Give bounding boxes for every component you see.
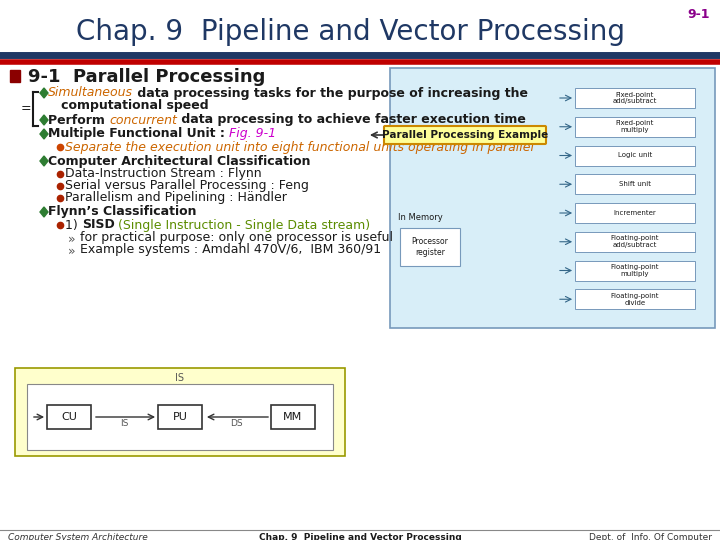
Text: 9-1: 9-1 [688, 8, 710, 21]
Text: Logic unit: Logic unit [618, 152, 652, 159]
Bar [10, 70, 20, 82]
Polygon shape [40, 129, 48, 139]
FancyBboxPatch shape [384, 126, 546, 144]
Text: Flynn’s Classification: Flynn’s Classification [48, 206, 197, 219]
FancyBboxPatch shape [400, 228, 460, 266]
Text: Fixed-point
multiply: Fixed-point multiply [616, 120, 654, 133]
FancyBboxPatch shape [27, 384, 333, 450]
Text: Example systems : Amdahl 470V/6,  IBM 360/91: Example systems : Amdahl 470V/6, IBM 360… [80, 244, 381, 256]
FancyBboxPatch shape [575, 117, 695, 137]
Text: Floating-point
divide: Floating-point divide [611, 293, 660, 306]
Text: IS: IS [120, 418, 129, 428]
Text: Chap. 9  Pipeline and Vector Processing: Chap. 9 Pipeline and Vector Processing [76, 18, 624, 46]
Text: In Memory: In Memory [398, 213, 443, 222]
Text: (Single Instruction - Single Data stream): (Single Instruction - Single Data stream… [114, 219, 371, 232]
Text: Fixed-point
add/subtract: Fixed-point add/subtract [613, 91, 657, 105]
Polygon shape [40, 207, 48, 217]
Text: 9-1  Parallel Processing: 9-1 Parallel Processing [28, 68, 266, 86]
FancyBboxPatch shape [575, 289, 695, 309]
Text: Serial versus Parallel Processing : Feng: Serial versus Parallel Processing : Feng [65, 179, 309, 192]
Text: data processing to achieve faster execution time: data processing to achieve faster execut… [177, 113, 526, 126]
Text: Chap. 9  Pipeline and Vector Processing: Chap. 9 Pipeline and Vector Processing [258, 534, 462, 540]
FancyBboxPatch shape [575, 203, 695, 223]
Text: Computer Architectural Classification: Computer Architectural Classification [48, 154, 310, 167]
Text: Fig. 9-1: Fig. 9-1 [229, 127, 276, 140]
Text: CU: CU [61, 412, 77, 422]
FancyBboxPatch shape [47, 405, 91, 429]
Text: MM: MM [284, 412, 302, 422]
Text: Perform: Perform [48, 113, 109, 126]
Polygon shape [40, 115, 48, 125]
FancyBboxPatch shape [271, 405, 315, 429]
Text: DS: DS [230, 418, 243, 428]
Text: Multiple Functional Unit :: Multiple Functional Unit : [48, 127, 229, 140]
Text: Parallelism and Pipelining : Händler: Parallelism and Pipelining : Händler [65, 192, 287, 205]
Text: Separate the execution unit into eight functional units operating in parallel: Separate the execution unit into eight f… [65, 140, 534, 153]
Text: Computer System Architecture: Computer System Architecture [8, 534, 148, 540]
Polygon shape [40, 156, 48, 166]
FancyBboxPatch shape [575, 88, 695, 108]
Text: Dept. of  Info. Of Computer: Dept. of Info. Of Computer [589, 534, 712, 540]
Text: IS: IS [176, 373, 184, 383]
Polygon shape [40, 88, 48, 98]
FancyBboxPatch shape [575, 232, 695, 252]
Text: Shift unit: Shift unit [619, 181, 651, 187]
FancyBboxPatch shape [390, 68, 715, 328]
Text: Floating-point
multiply: Floating-point multiply [611, 264, 660, 277]
FancyBboxPatch shape [575, 145, 695, 165]
Text: Parallel Processing Example: Parallel Processing Example [382, 130, 548, 140]
Text: for practical purpose: only one processor is useful: for practical purpose: only one processo… [80, 232, 393, 245]
Text: Processor
register: Processor register [412, 237, 449, 256]
Text: PU: PU [173, 412, 187, 422]
Text: »: » [68, 233, 76, 246]
Text: »: » [68, 245, 76, 258]
Text: Floating-point
add/subtract: Floating-point add/subtract [611, 235, 660, 248]
Text: 1): 1) [65, 219, 82, 232]
Text: Incrementer: Incrementer [613, 210, 657, 216]
Text: SISD: SISD [82, 219, 114, 232]
Text: concurrent: concurrent [109, 113, 177, 126]
FancyBboxPatch shape [575, 174, 695, 194]
FancyBboxPatch shape [575, 260, 695, 280]
Text: Data-Instruction Stream : Flynn: Data-Instruction Stream : Flynn [65, 167, 261, 180]
FancyBboxPatch shape [15, 368, 345, 456]
Text: Simultaneous: Simultaneous [48, 86, 133, 99]
FancyBboxPatch shape [158, 405, 202, 429]
Text: data processing tasks for the purpose of increasing the: data processing tasks for the purpose of… [133, 86, 528, 99]
Text: computational speed: computational speed [48, 99, 209, 112]
Text: =: = [21, 103, 31, 116]
